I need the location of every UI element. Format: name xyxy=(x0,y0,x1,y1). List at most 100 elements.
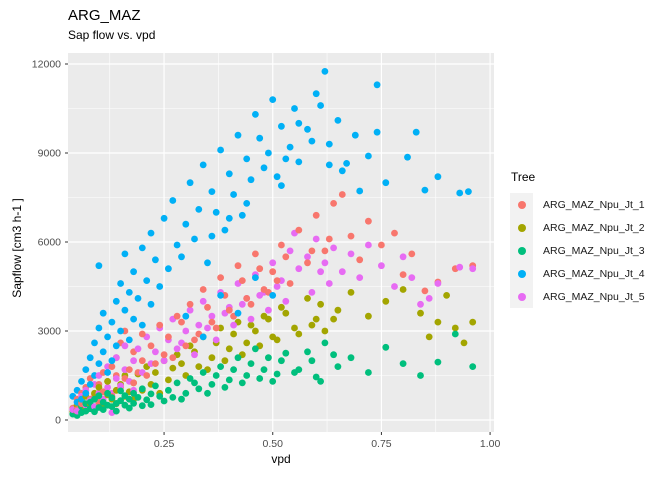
data-point xyxy=(247,300,255,308)
data-point xyxy=(225,170,233,178)
data-point xyxy=(138,330,146,338)
data-point xyxy=(273,173,281,181)
data-point xyxy=(417,300,424,308)
data-point xyxy=(321,68,329,75)
data-point xyxy=(338,167,346,175)
data-point xyxy=(147,390,155,398)
data-point xyxy=(104,333,111,341)
data-point xyxy=(121,306,129,314)
data-point xyxy=(425,295,433,302)
data-point xyxy=(347,289,355,296)
data-point xyxy=(234,262,242,270)
data-point xyxy=(278,303,285,311)
data-point xyxy=(117,382,124,390)
data-point xyxy=(186,306,194,314)
data-point xyxy=(408,250,416,258)
data-point xyxy=(269,96,277,103)
data-point xyxy=(165,333,172,341)
data-point xyxy=(325,280,333,287)
data-point xyxy=(456,263,464,271)
data-point xyxy=(265,315,272,323)
data-point xyxy=(252,345,259,353)
data-point xyxy=(225,306,233,314)
data-point xyxy=(117,327,124,335)
data-point xyxy=(230,321,238,329)
data-point xyxy=(408,274,416,281)
data-point xyxy=(412,128,420,136)
data-point xyxy=(230,366,238,373)
data-point xyxy=(86,354,94,362)
data-point xyxy=(191,235,198,243)
data-point xyxy=(182,312,190,320)
data-point xyxy=(108,318,116,326)
data-point xyxy=(91,339,98,347)
data-point xyxy=(104,389,111,397)
data-point xyxy=(338,191,346,198)
legend-key xyxy=(510,216,533,239)
y-tick-label: 3000 xyxy=(38,325,62,337)
data-point xyxy=(417,372,424,379)
data-point xyxy=(182,389,190,397)
data-point xyxy=(434,280,442,287)
data-point xyxy=(165,386,172,394)
data-point xyxy=(212,324,220,332)
data-point xyxy=(138,402,146,410)
data-point xyxy=(351,131,359,139)
legend-item-jt-4: ARG_MAZ_Npu_Jt_4 xyxy=(510,262,668,285)
data-point xyxy=(143,372,151,379)
data-point xyxy=(173,312,181,320)
data-point xyxy=(308,321,316,329)
legend-key xyxy=(510,193,533,216)
data-point xyxy=(117,280,124,287)
data-point xyxy=(195,206,203,213)
data-point xyxy=(208,232,216,240)
data-point xyxy=(95,392,103,400)
data-point xyxy=(269,268,277,276)
x-tick-label: 0.75 xyxy=(371,438,392,450)
data-point xyxy=(138,357,146,365)
plot-title: ARG_MAZ xyxy=(68,7,141,24)
data-point xyxy=(334,306,342,314)
data-point xyxy=(391,283,398,290)
data-point xyxy=(434,358,442,366)
data-point xyxy=(238,300,246,308)
data-point xyxy=(243,155,251,163)
data-point xyxy=(160,397,168,405)
data-point xyxy=(465,188,472,196)
data-point xyxy=(321,339,329,347)
data-point xyxy=(343,160,350,167)
data-point xyxy=(147,342,155,350)
data-point xyxy=(217,292,225,299)
data-point xyxy=(312,235,320,243)
data-point xyxy=(382,343,390,351)
data-point xyxy=(95,384,103,391)
data-point xyxy=(195,321,203,329)
data-point xyxy=(421,287,429,295)
data-point xyxy=(243,200,251,207)
data-point xyxy=(317,102,324,109)
data-point xyxy=(399,253,407,261)
data-point xyxy=(325,140,333,148)
data-point xyxy=(95,262,103,270)
data-point xyxy=(147,229,155,237)
data-point xyxy=(117,397,124,405)
data-point xyxy=(325,235,333,243)
data-point xyxy=(186,179,194,187)
data-point xyxy=(347,250,355,258)
points-layer xyxy=(69,68,477,419)
data-point xyxy=(125,366,133,373)
data-point xyxy=(99,309,107,317)
data-point xyxy=(365,312,372,320)
data-point xyxy=(78,378,85,385)
data-point xyxy=(295,226,303,234)
data-point xyxy=(334,363,342,370)
data-point xyxy=(112,375,120,382)
point-icon xyxy=(517,200,526,209)
data-point xyxy=(373,128,381,136)
data-point xyxy=(278,357,285,365)
data-point xyxy=(221,226,229,234)
data-point xyxy=(225,345,233,353)
data-point xyxy=(156,321,164,329)
data-point xyxy=(182,342,190,350)
data-point xyxy=(256,265,264,273)
